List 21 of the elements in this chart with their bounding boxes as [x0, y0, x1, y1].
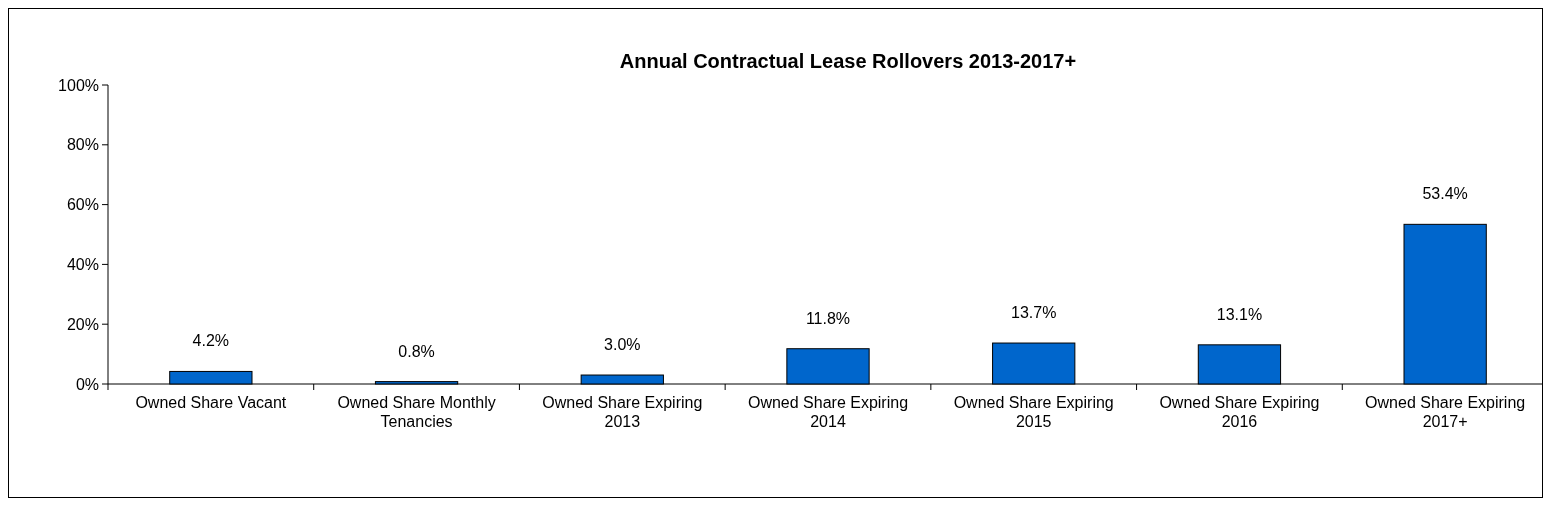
- data-label: 3.0%: [604, 336, 641, 354]
- data-label: 13.7%: [1011, 304, 1057, 322]
- data-label: 13.1%: [1216, 305, 1263, 323]
- data-label: 11.8%: [805, 309, 851, 327]
- y-tick-label: 40%: [66, 256, 99, 273]
- chart-title: Annual Contractual Lease Rollovers 2013-2017+: [619, 50, 1077, 72]
- x-tick-label: Owned Share Expiring 2014: [747, 394, 909, 430]
- y-tick-label: 80%: [66, 136, 99, 154]
- y-tick-label: 100%: [58, 76, 99, 94]
- x-tick-label: Owned Share Expiring 2013: [542, 394, 703, 430]
- y-tick-label: 0%: [75, 375, 99, 393]
- x-tick-label: Owned Share Expiring 2017+: [1365, 394, 1526, 430]
- x-tick-label: Owned Share Monthly Tenancies: [337, 394, 496, 430]
- data-label: 4.2%: [192, 332, 230, 350]
- data-label: 0.8%: [398, 342, 435, 360]
- x-tick-label: Owned Share Vacant: [135, 394, 287, 411]
- data-label: 53.4%: [1422, 185, 1468, 203]
- x-tick-label: Owned Share Expiring 2016: [1159, 394, 1320, 430]
- x-tick-label: Owned Share Expiring 2015: [953, 394, 1114, 430]
- y-tick-label: 20%: [66, 315, 99, 333]
- y-tick-label: 60%: [66, 196, 99, 214]
